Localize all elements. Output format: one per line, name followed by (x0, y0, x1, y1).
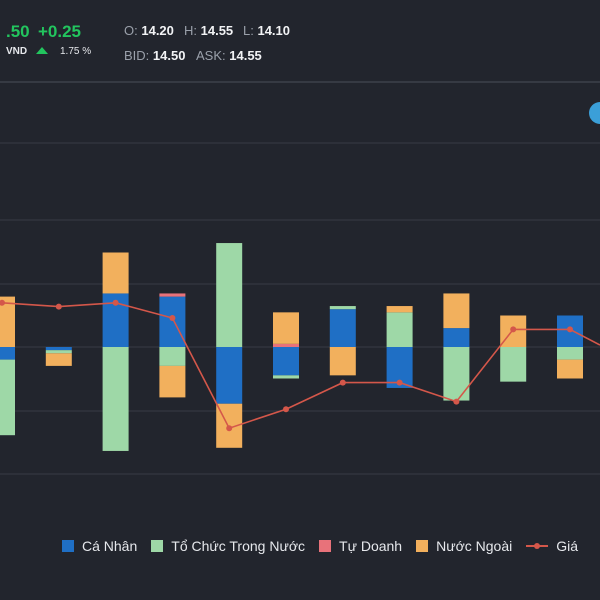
price-point[interactable] (339, 379, 346, 386)
price-point[interactable] (453, 398, 460, 405)
bar-segment[interactable] (216, 243, 243, 347)
bar-segment[interactable] (329, 309, 356, 347)
price-point[interactable] (283, 406, 289, 413)
bar-segment[interactable] (443, 328, 470, 347)
ask-price: ASK: 14.55 (196, 48, 262, 63)
price-point[interactable] (55, 303, 62, 310)
bar-segment[interactable] (273, 343, 299, 347)
price-point[interactable] (567, 326, 573, 333)
legend-item-tu-doanh[interactable]: Tự Doanh (319, 538, 402, 554)
bar-segment[interactable] (386, 306, 413, 313)
price-point[interactable] (396, 379, 403, 386)
price-line (0, 299, 600, 432)
legend-swatch (319, 540, 332, 552)
bar-segment[interactable] (443, 293, 470, 329)
low-price: L: 14.10 (243, 23, 291, 38)
bar-segment[interactable] (0, 296, 15, 347)
bar-segment[interactable] (102, 347, 129, 451)
bar-segment[interactable] (0, 347, 15, 360)
legend-item-to-chuc-trong-nuoc[interactable]: Tổ Chức Trong Nước (151, 538, 305, 554)
bar-segment[interactable] (557, 359, 583, 379)
bar-segment[interactable] (500, 347, 527, 382)
bar-segment[interactable] (159, 293, 186, 297)
legend-swatch (151, 540, 164, 552)
price-point[interactable] (510, 326, 517, 333)
bar-segment[interactable] (45, 350, 72, 354)
bar-segment[interactable] (159, 296, 186, 347)
price-point[interactable] (169, 315, 176, 321)
high-price: H: 14.55 (184, 23, 234, 38)
bar-segment[interactable] (45, 353, 72, 366)
last-price: .50 (6, 22, 30, 41)
bar-segment[interactable] (45, 347, 72, 351)
legend-item-nuoc-ngoai[interactable]: Nước Ngoài (416, 538, 512, 554)
open-price: O: 14.20 (124, 23, 174, 38)
bar-segment[interactable] (159, 347, 186, 366)
legend-label: Tổ Chức Trong Nước (171, 538, 306, 554)
legend-line-swatch (526, 540, 549, 552)
legend-label: Nước Ngoài (436, 538, 513, 554)
price-change: +0.25 (38, 22, 82, 41)
legend-swatch (416, 540, 429, 552)
price-point[interactable] (0, 299, 5, 306)
legend-label: Cá Nhân (82, 538, 138, 554)
legend-swatch (62, 540, 74, 552)
legend-label: Giá (556, 538, 579, 554)
quote-header: .50 +0.25 VND 1.75 % O: 14.20 H: 14.55 L… (0, 0, 600, 80)
price-point[interactable] (112, 299, 119, 306)
bar-segment[interactable] (102, 252, 129, 294)
bid-price: BID: 14.50 (124, 48, 186, 63)
bar-segment[interactable] (273, 375, 299, 379)
bar-segment[interactable] (0, 359, 15, 436)
price-polyline (1, 301, 600, 430)
bar-segment[interactable] (329, 347, 356, 376)
chart-settings-button[interactable] (589, 102, 600, 124)
currency-label: VND (6, 46, 28, 57)
bar-segment[interactable] (443, 347, 470, 401)
change-percent: 1.75 % (60, 46, 92, 57)
bar-segment[interactable] (273, 312, 299, 344)
legend-label: Tự Doanh (339, 538, 403, 554)
bar-segment[interactable] (329, 306, 356, 310)
up-arrow-icon (36, 47, 48, 54)
legend-item-ca-nhan[interactable]: Cá Nhân (62, 538, 137, 554)
chart-legend: Cá Nhân Tổ Chức Trong Nước Tự Doanh Nước… (62, 536, 592, 556)
bar-segment[interactable] (557, 347, 583, 360)
bar-segment[interactable] (273, 347, 299, 376)
bar-segment[interactable] (159, 365, 186, 398)
bar-segment[interactable] (216, 347, 243, 404)
legend-item-gia[interactable]: Giá (526, 538, 578, 554)
price-point[interactable] (226, 425, 233, 432)
gridlines (0, 81, 600, 475)
bar-segment[interactable] (386, 312, 413, 347)
